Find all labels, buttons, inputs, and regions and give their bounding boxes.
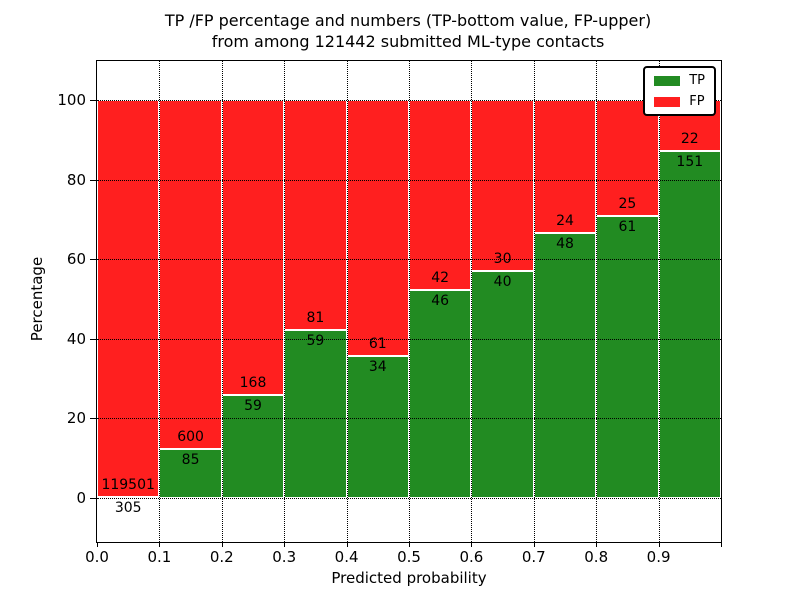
- fp-count-label: 81: [306, 310, 325, 327]
- x-tick-mark: [409, 542, 410, 547]
- y-tick-label: 60: [66, 250, 86, 269]
- x-tick-label: 0.8: [584, 548, 609, 566]
- x-axis-label: Predicted probability: [331, 569, 487, 587]
- tp-count-label: 85: [181, 451, 200, 468]
- tp-count-label: 59: [244, 397, 262, 414]
- chart-title-line2: from among 121442 submitted ML-type cont…: [211, 32, 605, 51]
- bar-tp-segment: [346, 355, 409, 498]
- bar-fp-segment: [533, 100, 597, 233]
- bar-fp-segment: [346, 100, 409, 356]
- fp-count-label: 168: [239, 374, 267, 391]
- chart-title: TP /FP percentage and numbers (TP-bottom…: [165, 10, 651, 52]
- bar-tp-segment: [284, 330, 347, 498]
- x-tick-label: 0.1: [147, 548, 172, 566]
- tp-color-swatch: [654, 75, 681, 86]
- x-tick-label: 0.3: [272, 548, 297, 566]
- legend-label-fp: FP: [689, 94, 705, 109]
- legend-item-tp: TP: [654, 73, 705, 88]
- x-tick-mark: [658, 542, 660, 547]
- tp-count-label: 305: [114, 499, 142, 516]
- bar-tp-segment: [409, 289, 472, 498]
- fp-count-label: 24: [556, 212, 574, 229]
- y-tick-label: 100: [57, 91, 86, 109]
- x-gridline: [533, 61, 535, 542]
- y-tick-mark: [90, 498, 97, 499]
- x-tick-label: 0.7: [521, 548, 546, 566]
- x-tick-label: 0.4: [334, 548, 359, 566]
- x-tick-mark: [221, 542, 223, 547]
- x-gridline: [409, 61, 410, 542]
- x-gridline: [221, 61, 223, 542]
- tp-count-label: 40: [493, 273, 512, 290]
- x-gridline: [658, 61, 660, 542]
- x-tick-label: 0.2: [209, 548, 234, 566]
- y-tick-label: 80: [66, 170, 86, 189]
- x-gridline: [471, 61, 473, 542]
- x-tick-mark: [721, 542, 722, 547]
- fp-count-label: 25: [618, 195, 637, 212]
- fp-count-label: 61: [368, 335, 387, 352]
- bar-labels-layer: 119501 305 600 85 168 59 81 59 61 34 42 46 30 40 24 48 2…: [97, 61, 721, 542]
- fp-count-label: 600: [177, 428, 204, 445]
- y-axis-label: Percentage: [28, 256, 46, 342]
- y-tick-mark: [90, 259, 97, 261]
- bars-layer: [97, 61, 721, 542]
- fp-count-label: 42: [431, 269, 450, 286]
- grid-layer: [97, 61, 721, 542]
- bar-tp-segment: [533, 232, 597, 498]
- y-tick-mark: [90, 100, 97, 101]
- legend-label-tp: TP: [689, 73, 705, 88]
- bar-tp-segment: [596, 215, 659, 498]
- tp-count-label: 151: [676, 153, 704, 170]
- x-tick-label: 0.6: [459, 548, 484, 566]
- bar-tp-segment: [471, 270, 534, 498]
- plot-area: 119501 305 600 85 168 59 81 59 61 34 42 46 30 40 24 48 2…: [28, 60, 722, 587]
- x-tick-mark: [596, 542, 598, 547]
- y-tick-label: 0: [76, 489, 86, 507]
- bar-fp-segment: [284, 100, 347, 331]
- x-tick-mark: [284, 542, 286, 547]
- x-tick-mark: [97, 542, 98, 547]
- y-tick-mark: [90, 418, 97, 420]
- x-tick-label: 0.5: [397, 548, 421, 566]
- bar-tp-segment: [658, 150, 721, 498]
- tp-count-label: 59: [306, 333, 325, 350]
- tp-count-label: 48: [556, 235, 574, 252]
- tp-count-label: 34: [368, 358, 387, 375]
- chart-title-line1: TP /FP percentage and numbers (TP-bottom…: [164, 11, 652, 30]
- y-tick-mark: [90, 179, 97, 181]
- ticks-layer: 0 20 40 60 80 100 0.0 0.1 0.2 0.3 0.4 0.5 0.6 0.7 0.8 0…: [57, 61, 722, 566]
- bar-fp-segment: [97, 100, 160, 497]
- bar-fp-segment: [596, 100, 659, 216]
- x-gridline: [159, 61, 161, 542]
- fp-count-label: 22: [680, 130, 699, 147]
- x-tick-mark: [159, 542, 161, 547]
- bar-fp-segment: [221, 100, 285, 395]
- tp-count-label: 46: [431, 292, 450, 309]
- bar-tp-segment: [159, 448, 222, 498]
- fp-count-label: 30: [493, 250, 512, 267]
- legend: TP FP: [643, 66, 716, 116]
- y-tick-mark: [90, 338, 97, 340]
- x-tick-mark: [533, 542, 535, 547]
- x-tick-mark: [471, 542, 473, 547]
- x-gridline: [346, 61, 348, 542]
- x-tick-label: 0.9: [646, 548, 671, 566]
- fp-count-label: 119501: [101, 476, 155, 493]
- fp-color-swatch: [654, 96, 681, 107]
- x-gridline: [596, 61, 598, 542]
- y-tick-label: 40: [66, 329, 86, 348]
- tp-count-label: 61: [618, 218, 637, 235]
- y-tick-label: 20: [66, 409, 86, 428]
- x-gridline: [284, 61, 286, 542]
- x-tick-mark: [346, 542, 348, 547]
- legend-item-fp: FP: [654, 94, 705, 109]
- x-tick-label: 0.0: [85, 548, 109, 566]
